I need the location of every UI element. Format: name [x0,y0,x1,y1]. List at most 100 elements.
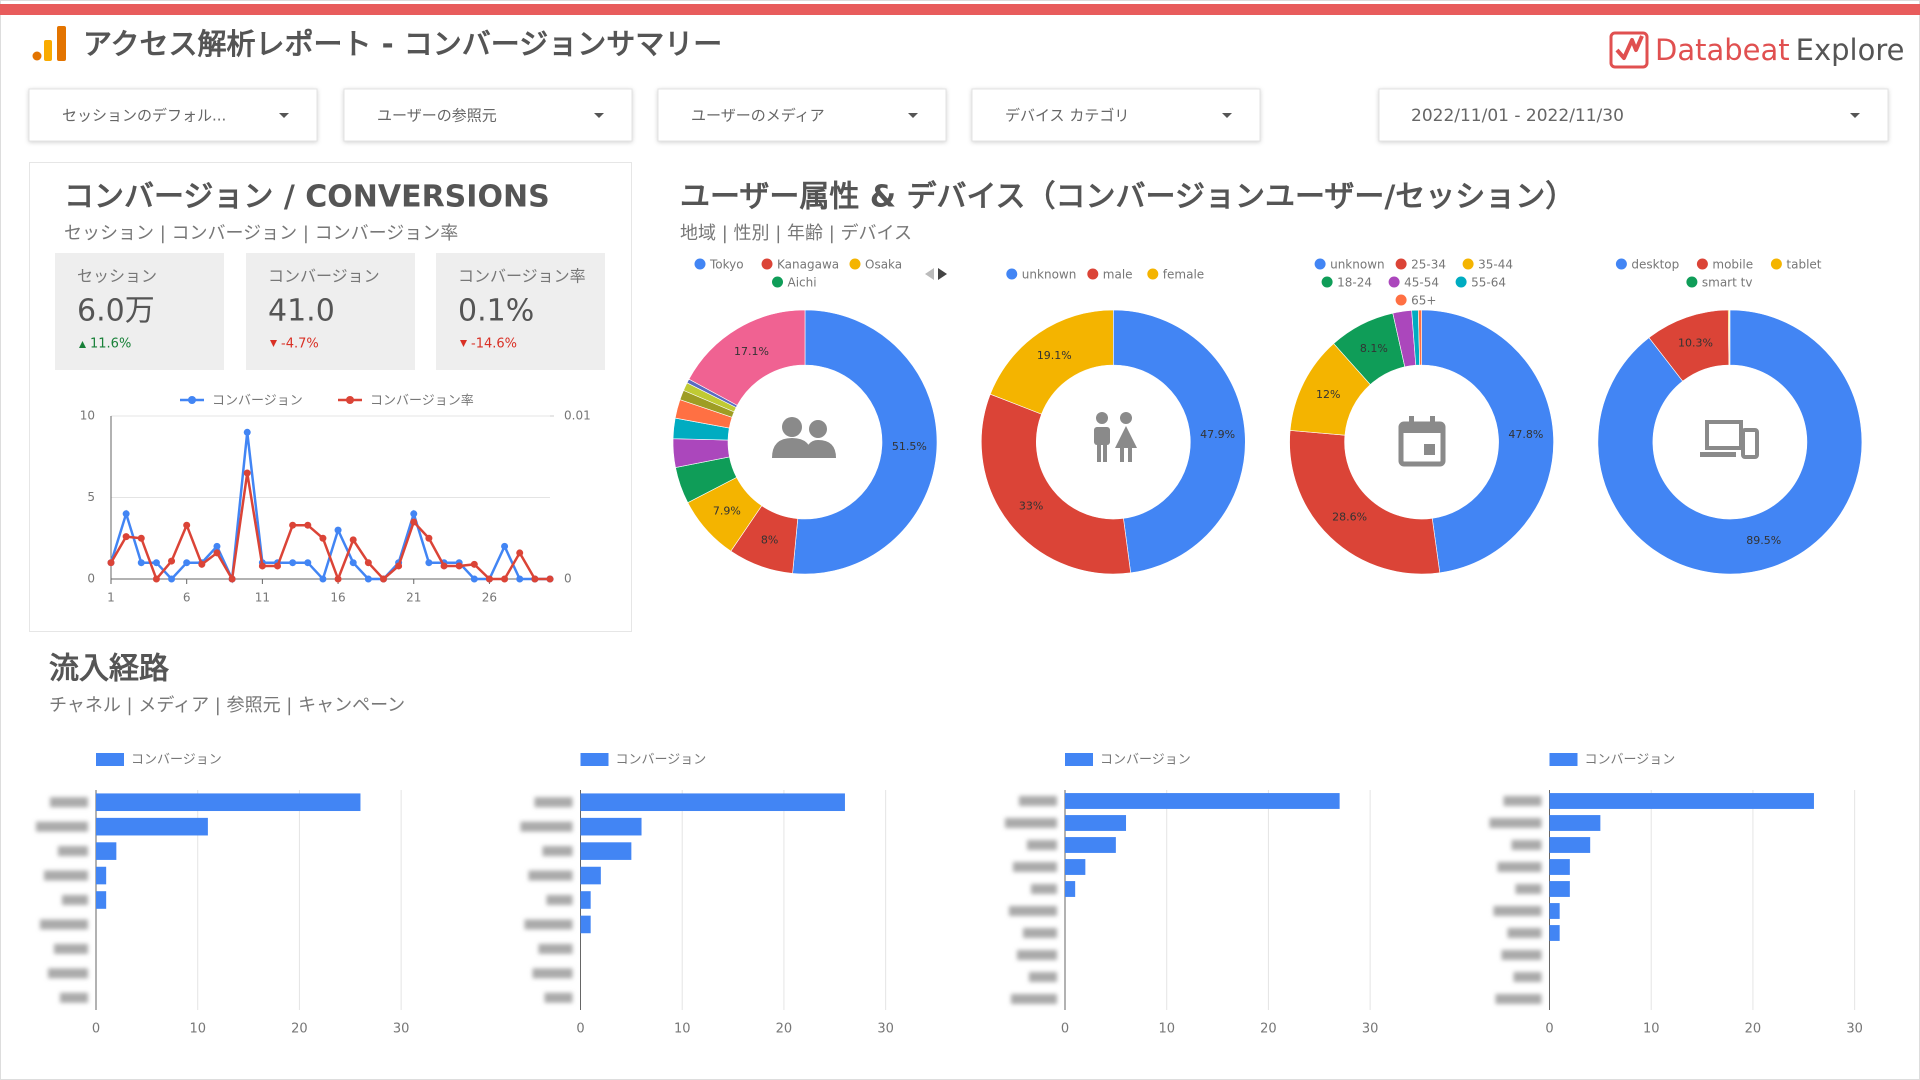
filter-label[interactable]: デバイス カテゴリ [1005,107,1129,125]
kpi-value: 41.0 [268,294,335,329]
x-tick-label: 20 [291,1022,308,1037]
slice-label: 17.1% [734,345,769,358]
blurred-label [544,992,573,1003]
blurred-label [36,821,88,832]
blurred-label [1501,950,1542,960]
legend-label: コンバージョン [131,753,222,768]
bar [96,842,117,860]
slice-label: 33% [1019,500,1043,513]
blurred-label [538,943,573,954]
blurred-label [520,821,573,832]
legend-marker [1321,276,1333,288]
filter-label[interactable]: 2022/11/01 - 2022/11/30 [1411,106,1624,126]
filter-dropdown[interactable]: ユーザーの参照元 [343,88,633,142]
legend-marker [1395,294,1407,306]
logo-product: Explore [1796,33,1905,67]
dropdown-caret[interactable] [1850,113,1860,118]
slice-label: 19.1% [1037,349,1072,362]
series-point [228,575,236,583]
blurred-label [542,846,573,857]
dropdown-caret[interactable] [1222,113,1232,118]
filter-label[interactable]: ユーザーの参照元 [377,107,497,125]
blurred-label [1013,862,1057,872]
filter-box[interactable] [28,88,318,142]
series-point [152,559,160,567]
bar [580,866,601,885]
kpi-label: コンバージョン率 [458,267,586,286]
logo: Databeat Explore [1655,33,1904,67]
donut-slice [792,309,938,575]
bar [1065,815,1127,831]
donut-slice [1421,309,1554,574]
series-point [516,549,524,557]
legend-marker [1549,753,1578,766]
x-tick-label: 30 [1362,1022,1379,1037]
blurred-label [1023,928,1057,938]
donut-slice [989,309,1114,415]
y-tick-label: 10 [80,409,95,423]
filter-label[interactable]: ユーザーのメディア [691,107,825,125]
bar [96,817,208,836]
donut-slice [981,393,1132,575]
series-point [183,559,191,567]
legend-prev[interactable] [925,268,934,280]
legend-marker [346,396,354,404]
blurred-label [1017,950,1057,960]
legend-label: Osaka [865,258,902,272]
kpi-value: 0.1% [458,294,534,329]
blurred-label [54,943,88,954]
dropdown-caret[interactable] [908,113,918,118]
x-tick-label: 1 [107,591,115,605]
x-tick-label: 10 [1158,1022,1175,1037]
legend-marker [1006,268,1018,280]
dropdown-caret[interactable] [594,113,604,118]
legend-marker [1462,258,1474,270]
filter-box[interactable] [971,88,1261,142]
legend-marker [1455,276,1467,288]
top-bar [0,4,1920,15]
series-point [274,562,282,570]
filter-box[interactable] [1378,88,1889,142]
icon-devices [1700,420,1759,459]
filter-dropdown[interactable]: ユーザーのメディア [657,88,947,142]
blurred-label [44,870,88,881]
blurred-label [1513,972,1542,982]
kpi-label: コンバージョン [268,267,380,286]
dropdown-caret[interactable] [279,113,289,118]
series-point [379,575,387,583]
blurred-label [50,797,88,808]
legend-marker [1147,268,1159,280]
bar [580,915,591,934]
legend-marker [1770,258,1782,270]
slice-label: 28.6% [1332,511,1367,524]
slice-label: 10.3% [1678,336,1713,349]
legend-label: コンバージョン [212,394,303,409]
series-point [334,526,342,534]
y-tick-label: 0 [87,572,95,586]
logo-brand: Databeat [1655,33,1790,67]
kpi-card [55,253,224,370]
filter-box[interactable] [657,88,947,142]
blurred-label [1029,972,1057,982]
x-tick-label: 6 [183,591,191,605]
blurred-label [1009,906,1057,916]
logo-icon [1609,31,1649,69]
filter-box[interactable] [343,88,633,142]
series-point [395,562,403,570]
series-point [364,559,372,567]
legend-label: unknown [1022,268,1077,282]
series-point [334,575,342,583]
slice-label: 47.8% [1508,428,1543,441]
filter-label[interactable]: セッションのデフォル... [62,107,226,125]
filter-dropdown[interactable]: セッションのデフォル... [28,88,318,142]
legend-label: 55-64 [1471,276,1506,290]
legend-label: Tokyo [709,258,744,272]
legend-next[interactable] [938,268,947,280]
series-point [364,575,372,583]
bar [1549,925,1560,941]
filter-dropdown[interactable]: 2022/11/01 - 2022/11/30 [1378,88,1889,142]
filter-dropdown[interactable]: デバイス カテゴリ [971,88,1261,142]
series-point [183,521,191,529]
slice-label: 7.9% [713,504,741,517]
demographics-subtitle: 地域 | 性別 | 年齢 | デバイス [680,223,912,244]
